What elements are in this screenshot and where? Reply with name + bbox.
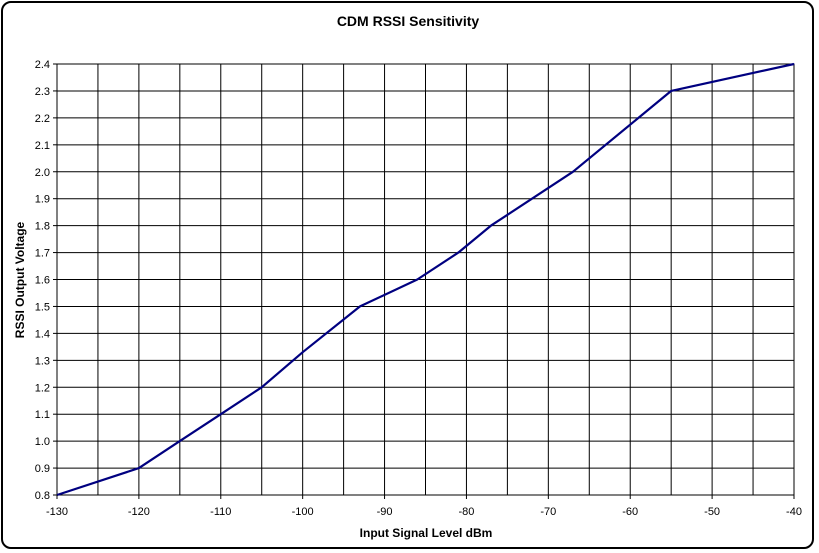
data-point	[261, 386, 263, 388]
y-tick-label: 0.8	[35, 490, 50, 502]
y-tick-label: 2.1	[35, 140, 50, 152]
data-point	[490, 225, 492, 227]
y-tick-label: 1.6	[35, 275, 50, 287]
y-tick-label: 2.0	[35, 167, 50, 179]
y-tick-label: 2.4	[35, 59, 50, 71]
y-tick-label: 1.0	[35, 436, 50, 448]
y-axis-ticks: 0.8 0.9 1.0 1.1 1.2 1.3 1.4 1.5 1.6 1.7 1.8 1.9 2.0 2…	[35, 59, 57, 502]
chart-title: CDM RSSI Sensitivity	[337, 13, 480, 29]
x-tick-label: -110	[210, 506, 231, 518]
data-point	[457, 252, 459, 254]
data-point	[416, 279, 418, 280]
x-tick-label: -120	[128, 506, 150, 518]
y-tick-label: 1.7	[35, 248, 50, 260]
x-axis-ticks: -130 -120 -110 -100 -90 -80 -70 -60 -50 -40	[46, 495, 802, 518]
data-point	[138, 467, 140, 469]
data-point	[302, 351, 304, 353]
grid	[56, 63, 795, 496]
data-point	[359, 305, 361, 307]
x-tick-label: -40	[786, 506, 802, 518]
y-axis-label: RSSI Output Voltage	[13, 221, 27, 338]
y-tick-label: 2.2	[35, 113, 50, 125]
y-tick-label: 1.9	[35, 194, 50, 206]
y-tick-label: 2.3	[35, 86, 50, 98]
x-tick-label: -130	[46, 506, 68, 518]
data-point	[220, 413, 222, 415]
y-tick-label: 1.4	[35, 328, 50, 340]
x-tick-label: -60	[622, 506, 638, 518]
series-group	[56, 62, 795, 497]
data-point	[572, 171, 574, 173]
y-tick-label: 1.8	[35, 221, 50, 233]
y-tick-label: 1.5	[35, 301, 50, 313]
y-tick-label: 1.1	[35, 409, 50, 421]
y-tick-label: 1.3	[35, 355, 50, 367]
data-point	[179, 440, 181, 442]
y-tick-label: 0.9	[35, 463, 50, 475]
data-point	[670, 90, 672, 92]
x-tick-label: -80	[458, 506, 474, 518]
x-tick-label: -90	[377, 506, 393, 518]
x-tick-label: -50	[704, 506, 720, 518]
x-tick-label: -70	[540, 506, 556, 518]
x-axis-label: Input Signal Level dBm	[360, 526, 493, 540]
x-tick-label: -100	[292, 506, 314, 518]
data-point	[793, 63, 795, 65]
y-tick-label: 1.2	[35, 382, 50, 394]
